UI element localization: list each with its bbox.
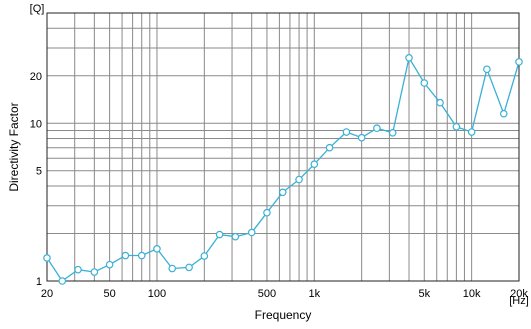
data-point	[452, 122, 461, 131]
x-tick-label: 1k	[308, 288, 320, 300]
data-point	[231, 232, 240, 241]
data-point	[499, 109, 508, 118]
data-point	[200, 252, 209, 260]
y-axis-title: Directivity Factor	[7, 102, 21, 191]
plot-frame	[46, 12, 520, 282]
data-point	[58, 277, 67, 285]
data-point	[215, 230, 224, 239]
data-point	[515, 58, 523, 66]
data-point	[388, 128, 397, 137]
x-axis-title: Frequency	[255, 308, 312, 322]
y-unit-label: [Q]	[30, 3, 45, 15]
data-point	[153, 245, 161, 253]
data-point	[43, 254, 51, 262]
x-tick-label: 20	[41, 288, 53, 300]
x-tick-label: 20k	[510, 288, 528, 300]
data-point	[342, 128, 351, 136]
x-unit-label: [Hz]	[509, 295, 529, 307]
data-point	[168, 264, 177, 273]
data-point	[278, 188, 287, 197]
data-point	[90, 268, 99, 276]
data-point	[121, 251, 130, 260]
data-point	[373, 124, 381, 133]
data-point	[405, 53, 413, 62]
data-point	[105, 260, 114, 269]
series-layer	[43, 53, 523, 285]
x-tick-label: 500	[258, 288, 276, 300]
y-tick-label: 20	[30, 71, 42, 83]
data-point	[325, 143, 334, 152]
data-point	[263, 208, 271, 217]
x-tick-label: 5k	[418, 288, 430, 300]
x-tick-label: 50	[103, 288, 115, 300]
grid-layer	[46, 12, 520, 282]
data-point	[74, 265, 82, 274]
data-point	[483, 65, 491, 74]
data-point	[185, 263, 193, 272]
x-tick-label: 10k	[463, 288, 481, 300]
data-point	[295, 175, 303, 184]
y-tick-label: 10	[30, 118, 42, 130]
data-point	[436, 98, 444, 107]
data-point	[310, 160, 319, 169]
series-line	[46, 56, 520, 282]
data-point	[420, 79, 429, 87]
x-tick-label: 100	[148, 288, 166, 300]
data-point	[247, 228, 256, 237]
y-tick-label: 1	[36, 276, 42, 288]
data-point	[137, 251, 146, 260]
data-point	[467, 128, 476, 136]
y-tick-label: 5	[36, 166, 42, 178]
data-point	[357, 133, 366, 142]
x-tick-labels: 20 50 100 500 1k 5k 10k 20k	[41, 288, 528, 300]
y-tick-labels: 1 5 10 20	[30, 71, 42, 288]
